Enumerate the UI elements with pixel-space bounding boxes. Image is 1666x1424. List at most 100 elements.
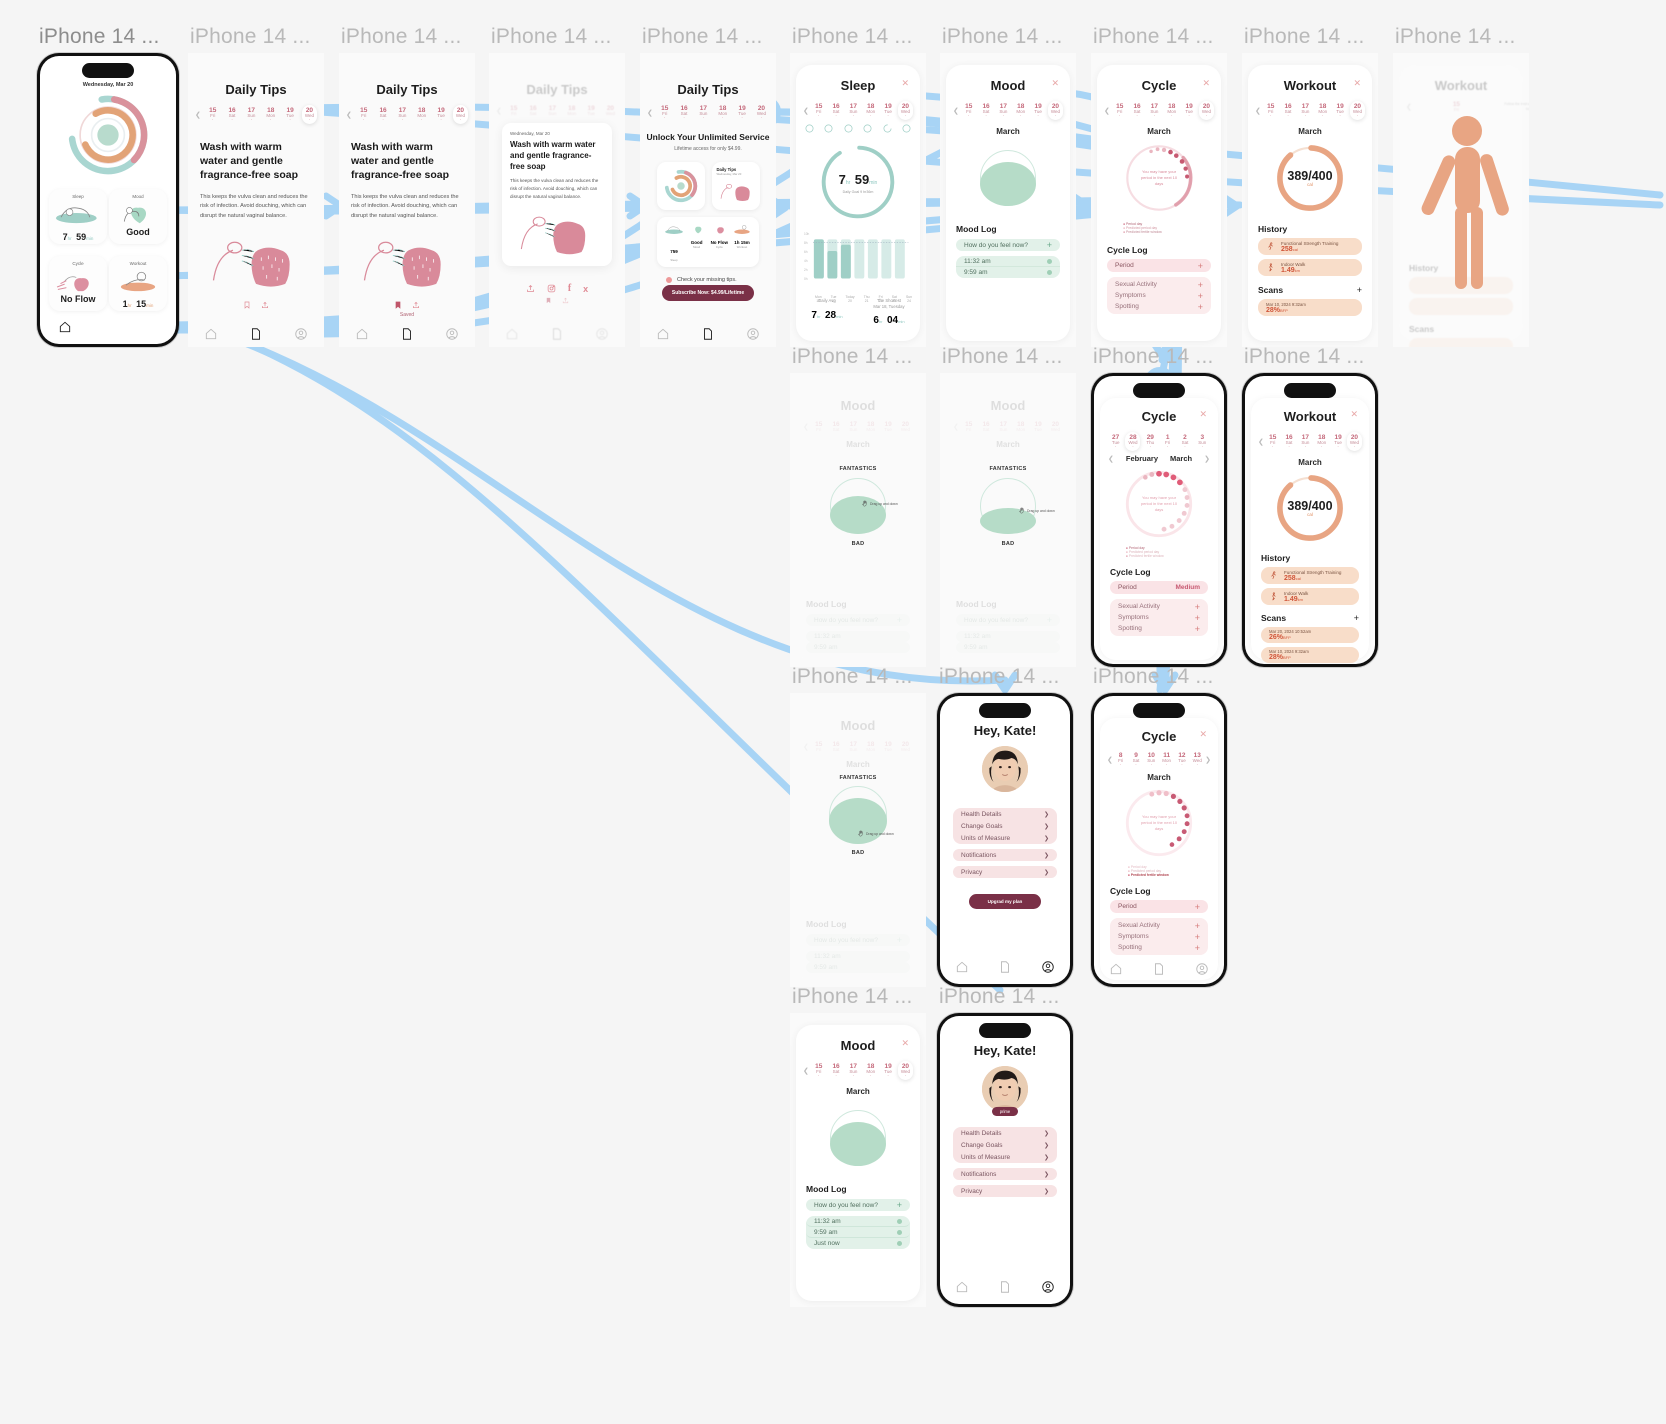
prev-month-icon[interactable]: ❮ — [1108, 455, 1114, 463]
frame-home[interactable]: iPhone 14 ... Wednesday, Mar 20 — [37, 25, 179, 347]
date-cell[interactable]: 16 Sat · — [228, 107, 236, 124]
frame-title[interactable]: iPhone 14 ... — [1244, 345, 1365, 368]
date-strip[interactable]: ❮ 15 Fri · 16 Sat · 17 Sun · 18 Mon · 19 Tue · 20 W… — [640, 105, 776, 122]
date-cell[interactable]: 19 Tue · — [1185, 103, 1193, 120]
avatar[interactable] — [982, 746, 1028, 792]
date-cell[interactable]: 1 Fri · — [1165, 434, 1171, 451]
add-icon[interactable]: + — [896, 1200, 902, 1211]
cycle-log-row[interactable]: Sexual Activity + — [1118, 601, 1200, 612]
tile-cycle[interactable]: Cycle No Flow — [49, 256, 107, 311]
home-icon[interactable] — [656, 327, 670, 341]
add-scan-button[interactable]: + — [1356, 285, 1362, 296]
cycle-log-period[interactable]: Period + — [1107, 259, 1211, 273]
date-strip[interactable]: ❮ 15 Fri · 16 Sat · 17 Sun · 18 Mon · 19 Tue · 20 W… — [339, 105, 475, 125]
menu-item-notifications[interactable]: Notifications ❯ — [953, 849, 1057, 861]
period-flow-value[interactable]: Medium — [1175, 584, 1200, 592]
close-icon[interactable]: ✕ — [1350, 409, 1358, 419]
frame-title[interactable]: iPhone 14 ... — [939, 665, 1060, 688]
document-icon[interactable] — [550, 327, 564, 341]
frame-mood-drag-1[interactable]: iPhone 14 ... Mood ❮ 15 Fri 16 Sat 17 Sun 1… — [790, 345, 926, 667]
close-icon[interactable]: ✕ — [901, 1038, 909, 1048]
date-cell[interactable]: 15 Fri · — [360, 107, 368, 124]
date-cell[interactable]: 16 Sat · — [1284, 103, 1292, 120]
cycle-log-row[interactable]: Sexual Activity + — [1118, 920, 1200, 931]
home-icon[interactable] — [955, 1280, 969, 1294]
mood-orb[interactable] — [980, 478, 1036, 534]
scan-row[interactable]: Mar 20, 2024 10:52am 26%BFP — [1261, 627, 1359, 644]
date-cell[interactable]: 15 Fri · — [1116, 103, 1124, 120]
date-cell[interactable]: 19 Tue · — [884, 1063, 892, 1080]
date-cell-active[interactable]: 20 Wed · — [1198, 101, 1214, 121]
date-strip[interactable]: ❮ 15 Fri · 16 Sat · 17 Sun · 18 Mon · 19 Tue · 20 W… — [796, 1061, 920, 1081]
profile-menu[interactable]: Health Details ❯ Change Goals ❯ Units of M… — [953, 1127, 1057, 1197]
date-cell[interactable]: 16 Sat · — [379, 107, 387, 124]
date-cell[interactable]: 19 Tue · — [1336, 103, 1344, 120]
prev-icon[interactable]: ❮ — [195, 111, 201, 119]
menu-item-change-goals[interactable]: Change Goals ❯ — [961, 1141, 1049, 1149]
cycle-wheel[interactable]: You may have your period in the next 10 … — [1123, 787, 1195, 859]
close-icon[interactable]: ✕ — [1199, 409, 1207, 419]
upgrade-button[interactable]: Upgrad my plan — [969, 894, 1041, 909]
date-cell[interactable]: 13 Wed · — [1192, 752, 1202, 769]
frame-title[interactable]: iPhone 14 ... — [1093, 345, 1214, 368]
date-cell[interactable]: 18 Mon · — [1317, 434, 1327, 451]
date-cell[interactable]: 19 Tue · — [286, 107, 294, 124]
tabbar[interactable] — [940, 960, 1070, 974]
date-cell[interactable]: 18 Mon · — [1167, 103, 1177, 120]
date-cell[interactable]: 10 Sun · — [1147, 752, 1156, 769]
frame-mood[interactable]: iPhone 14 ... Mood ✕ ❮ 15 Fri · 16 Sat · 17 S… — [940, 25, 1076, 347]
close-icon[interactable]: ✕ — [1202, 78, 1210, 88]
frame-paywall[interactable]: iPhone 14 ... Daily Tips ❮ 15 Fri · 16 Sat ·… — [640, 25, 776, 347]
date-cell[interactable]: 15 Fri · — [815, 1063, 823, 1080]
date-cell[interactable]: 17 Sun · — [247, 107, 256, 124]
document-icon[interactable] — [701, 327, 715, 341]
add-icon[interactable]: + — [1197, 301, 1203, 312]
add-icon[interactable]: + — [1194, 931, 1200, 942]
prev-icon[interactable]: ❮ — [803, 1067, 809, 1075]
date-cell[interactable]: 15 Fri · — [209, 107, 217, 124]
date-cell[interactable]: 16 Sat · — [1133, 103, 1141, 120]
profile-icon[interactable] — [1041, 960, 1055, 974]
home-icon[interactable] — [955, 960, 969, 974]
tile-mood[interactable]: Mood Good — [109, 189, 167, 244]
home-icon[interactable] — [355, 327, 369, 341]
next-icon[interactable]: ❯ — [1205, 756, 1211, 764]
date-cell[interactable]: 19 Tue · — [1034, 103, 1042, 120]
cycle-log-row[interactable]: Sexual Activity + — [1115, 279, 1203, 290]
date-cell[interactable]: 19 Tue · — [437, 107, 445, 124]
date-cell[interactable]: 17 Sun · — [999, 103, 1008, 120]
frame-title[interactable]: iPhone 14 ... — [491, 25, 612, 48]
date-cell[interactable]: 17 Sun · — [849, 1063, 858, 1080]
mood-log-input[interactable]: How do you feel now? + — [806, 1199, 910, 1212]
tabbar[interactable] — [188, 327, 324, 341]
profile-menu[interactable]: Health Details ❯ Change Goals ❯ Units of M… — [953, 808, 1057, 878]
menu-item-privacy[interactable]: Privacy ❯ — [953, 1185, 1057, 1197]
date-cell[interactable]: 15 Fri · — [661, 105, 669, 122]
date-cell[interactable]: 3 Sun · — [1198, 434, 1207, 451]
date-cell[interactable]: 29 Thu · — [1146, 434, 1155, 451]
date-cell[interactable]: 16 Sat · — [832, 1063, 840, 1080]
frame-profile-free[interactable]: iPhone 14 ... Hey, Kate! — [937, 665, 1073, 987]
home-icon[interactable] — [204, 327, 218, 341]
frame-title[interactable]: iPhone 14 ... — [939, 985, 1060, 1008]
home-icon[interactable] — [58, 320, 72, 334]
menu-item-health-details[interactable]: Health Details ❯ — [961, 1129, 1049, 1137]
date-cell[interactable]: 15 Fri · — [1267, 103, 1275, 120]
add-icon[interactable]: + — [1194, 901, 1200, 912]
avatar[interactable] — [982, 1066, 1028, 1112]
date-cell[interactable]: 17 Sun · — [699, 105, 708, 122]
tip-actions[interactable] — [188, 301, 324, 309]
mood-orb[interactable] — [980, 150, 1036, 207]
frame-title[interactable]: iPhone 14 ... — [792, 345, 913, 368]
profile-icon[interactable] — [445, 327, 459, 341]
frame-title[interactable]: iPhone 14 ... — [1093, 25, 1214, 48]
frame-title[interactable]: iPhone 14 ... — [942, 345, 1063, 368]
tabbar[interactable] — [1094, 962, 1224, 976]
close-icon[interactable]: ✕ — [901, 78, 909, 88]
date-cell[interactable]: 15 Fri · — [815, 103, 823, 120]
add-icon[interactable]: + — [1194, 920, 1200, 931]
date-cell[interactable]: 2 Sat · — [1181, 434, 1189, 451]
date-strip[interactable]: ❮ 8 Fri · 9 Sat · 10 Sun · 11 Mon · 12 Tue · 13 Wed… — [1100, 752, 1218, 769]
date-strip[interactable]: ❮ 15 Fri · 16 Sat · 17 Sun · 18 Mon · 19 Tue · 20 W… — [1248, 101, 1372, 121]
date-strip[interactable]: ❮ 15 Fri · 16 Sat · 17 Sun · 18 Mon · 19 Tue · 20 W… — [188, 105, 324, 125]
